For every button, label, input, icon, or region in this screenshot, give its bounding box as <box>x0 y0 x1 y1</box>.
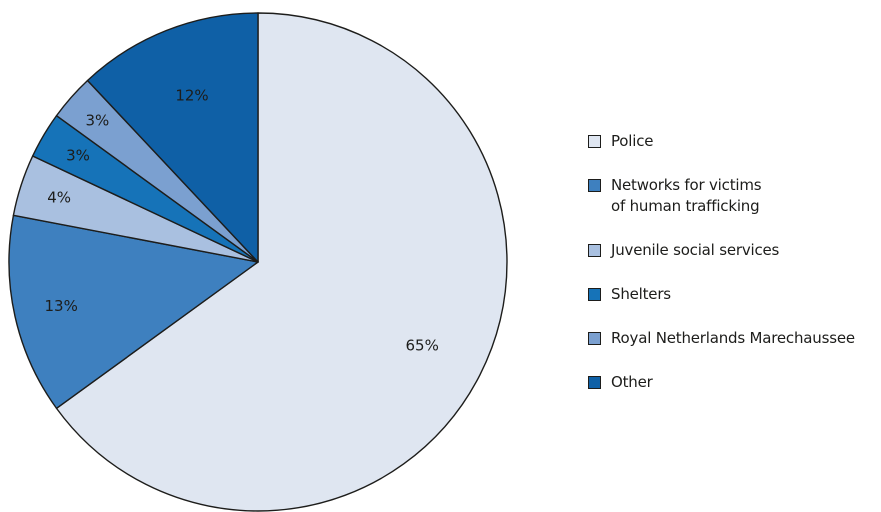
pie-slice-label-4: 3% <box>86 111 110 129</box>
legend-label: Shelters <box>611 285 671 303</box>
legend-label: Networks for victims of human traffickin… <box>611 176 762 215</box>
legend-label: Royal Netherlands Marechaussee <box>611 329 855 347</box>
pie-slice-5 <box>86 12 259 263</box>
legend-label: Juvenile social services <box>611 241 780 259</box>
pie-slice-label-2: 4% <box>47 188 71 206</box>
legend-swatch <box>588 179 601 192</box>
legend-swatch <box>588 288 601 301</box>
legend-swatch <box>588 376 601 389</box>
legend-label: Other <box>611 373 653 391</box>
legend-item-0: Police <box>588 131 654 152</box>
pie-slices <box>8 12 508 512</box>
pie-slice-1 <box>8 214 259 410</box>
legend-label: Police <box>611 132 654 150</box>
pie-slice-label-5: 12% <box>175 86 208 104</box>
pie-slice-label-1: 13% <box>45 297 78 315</box>
pie-slice-label-3: 3% <box>66 147 90 165</box>
legend-swatch <box>588 135 601 148</box>
pie-value-labels: 65% 13% 4% 3% 3% 12% <box>45 86 439 354</box>
legend-swatch <box>588 244 601 257</box>
legend-swatch <box>588 332 601 345</box>
legend-item-3: Shelters <box>588 284 671 305</box>
legend-item-4: Royal Netherlands Marechaussee <box>588 328 855 349</box>
legend-item-2: Juvenile social services <box>588 240 779 261</box>
legend-item-5: Other <box>588 372 653 393</box>
legend-item-1: Networks for victims of human traffickin… <box>588 175 762 217</box>
pie-slice-0 <box>55 12 508 512</box>
pie-slice-label-0: 65% <box>406 337 439 355</box>
